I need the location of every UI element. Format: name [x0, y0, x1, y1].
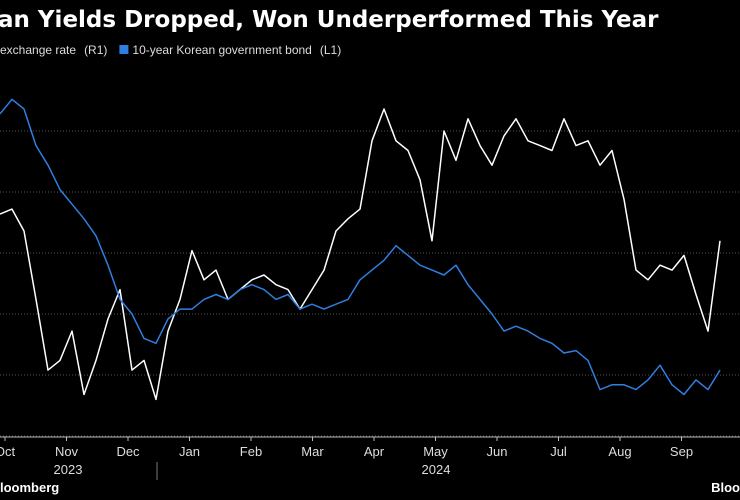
x-tick-label: Nov	[55, 444, 79, 459]
x-tick-label: Jan	[179, 444, 200, 459]
x-tick-label: Mar	[301, 444, 324, 459]
legend-label: 10-year Korean government bond	[132, 43, 311, 57]
x-tick-label: Oct	[0, 444, 15, 459]
x-tick-label: Jul	[550, 444, 567, 459]
x-tick-label: Feb	[240, 444, 262, 459]
chart-title: an Yields Dropped, Won Underperformed Th…	[0, 7, 659, 33]
x-tick-label: Aug	[608, 444, 631, 459]
legend-swatch	[119, 45, 129, 54]
x-tick-label: May	[423, 444, 448, 459]
series-line	[0, 108, 721, 401]
x-tick-label: Dec	[116, 444, 140, 459]
legend-label: exchange rate	[0, 43, 76, 57]
x-tick-label: Jun	[487, 444, 508, 459]
legend-axis: (L1)	[320, 43, 341, 57]
year-label: 2023	[54, 462, 83, 477]
series-line	[0, 98, 721, 396]
x-tick-label: Apr	[364, 444, 385, 459]
source: loomberg	[0, 480, 59, 495]
x-tick-label: Sep	[670, 444, 693, 459]
year-label: 2024	[422, 462, 451, 477]
brand: Bloo	[711, 480, 740, 495]
legend-axis: (R1)	[84, 43, 107, 57]
